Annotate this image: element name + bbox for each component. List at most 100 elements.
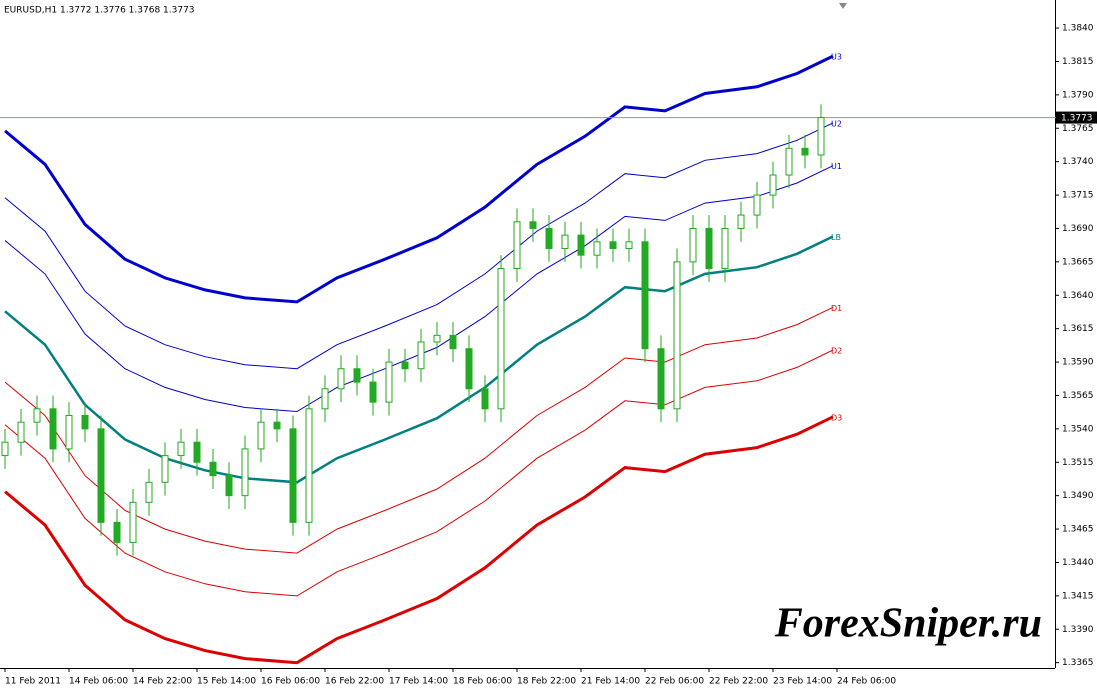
candle-body [65, 414, 73, 450]
y-tick-label: 1.3565 [1062, 391, 1094, 401]
x-tick-label: 14 Feb 06:00 [69, 677, 128, 687]
y-tick-label: 1.3440 [1062, 558, 1094, 568]
candle-body [593, 241, 601, 256]
candle-body [289, 428, 297, 523]
candle-body [721, 227, 729, 270]
y-tick-label: 1.3840 [1062, 24, 1094, 34]
candle-body [161, 455, 169, 483]
candle-body [241, 448, 249, 497]
y-tick-label: 1.3590 [1062, 358, 1094, 368]
y-tick-label: 1.3765 [1062, 124, 1094, 134]
candle-body [417, 341, 425, 370]
y-tick-label: 1.3615 [1062, 324, 1094, 334]
candle-body [769, 174, 777, 196]
candle-body [177, 441, 185, 457]
band-label: U3 [831, 53, 842, 62]
x-tick-label: 24 Feb 06:00 [837, 677, 896, 687]
candle-body [17, 421, 25, 443]
band-label: LB [831, 233, 841, 242]
x-tick-label: 22 Feb 22:00 [709, 677, 768, 687]
candle-body [673, 261, 681, 410]
band-line [4, 235, 834, 484]
candle-body [545, 227, 553, 249]
x-tick-label: 21 Feb 14:00 [581, 677, 640, 687]
candle-body [657, 348, 665, 410]
candle-body [273, 421, 281, 430]
band-label: D3 [831, 413, 842, 422]
candle-body [465, 348, 473, 390]
candle-body [785, 147, 793, 176]
band-line [4, 349, 834, 597]
candle-body [49, 408, 57, 450]
band-line [4, 122, 834, 370]
candle-body [257, 421, 265, 450]
candle-body [209, 461, 217, 477]
candle-body [449, 334, 457, 350]
y-tick-label: 1.3490 [1062, 491, 1094, 501]
y-tick-label: 1.3690 [1062, 224, 1094, 234]
price-label: 1.3773 [1061, 114, 1093, 124]
band-label: D1 [831, 304, 842, 313]
candle-body [337, 368, 345, 390]
candle-body [705, 227, 713, 270]
candle-body [97, 428, 105, 523]
band-line [4, 54, 834, 304]
y-tick-label: 1.3665 [1062, 257, 1094, 267]
candle-body [689, 227, 697, 263]
y-tick-label: 1.3740 [1062, 157, 1094, 167]
band-label: U2 [831, 119, 842, 128]
x-tick-label: 18 Feb 06:00 [453, 677, 512, 687]
candle-body [433, 334, 441, 343]
candle-body [497, 268, 505, 410]
x-tick-label: 16 Feb 06:00 [261, 677, 320, 687]
candle-body [625, 241, 633, 249]
candle-body [561, 234, 569, 249]
candle-body [193, 441, 201, 463]
candle-body [129, 501, 137, 543]
x-tick-label: 23 Feb 14:00 [773, 677, 832, 687]
price-label-box [1056, 111, 1097, 124]
candle-body [33, 408, 41, 423]
band-line [4, 415, 834, 665]
candle-body [305, 408, 313, 523]
candle-body [481, 388, 489, 410]
band-line [4, 165, 834, 413]
y-tick-label: 1.3815 [1062, 57, 1094, 67]
candle-body [737, 214, 745, 229]
candle-body [641, 241, 649, 350]
x-tick-label: 18 Feb 22:00 [517, 677, 576, 687]
y-tick-label: 1.3715 [1062, 191, 1094, 201]
x-tick-label: 22 Feb 06:00 [645, 677, 704, 687]
y-tick-label: 1.3515 [1062, 458, 1094, 468]
x-tick-label: 11 Feb 2011 [5, 677, 61, 687]
candle-body [513, 221, 521, 270]
candle-body [145, 481, 153, 503]
candle-body [113, 521, 121, 543]
candle-body [369, 381, 377, 403]
candle-body [801, 147, 809, 156]
candle-body [385, 361, 393, 403]
y-tick-label: 1.3790 [1062, 90, 1094, 100]
candle-body [81, 414, 89, 430]
y-tick-label: 1.3540 [1062, 424, 1094, 434]
y-tick-label: 1.3415 [1062, 591, 1094, 601]
candle-body [609, 241, 617, 249]
band-label: U1 [831, 162, 842, 171]
band-label: D2 [831, 347, 842, 356]
y-tick-label: 1.3390 [1062, 625, 1094, 635]
candle-body [1, 441, 9, 457]
candle-body [817, 117, 825, 156]
candle-body [529, 221, 537, 229]
x-tick-label: 16 Feb 22:00 [325, 677, 384, 687]
y-tick-label: 1.3365 [1062, 658, 1094, 668]
candle-body [401, 361, 409, 370]
x-tick-label: 17 Feb 14:00 [389, 677, 448, 687]
candle-body [577, 234, 585, 256]
y-tick-label: 1.3465 [1062, 525, 1094, 535]
candle-body [321, 388, 329, 410]
x-tick-label: 15 Feb 14:00 [197, 677, 256, 687]
candle-body [753, 194, 761, 216]
x-tick-label: 14 Feb 22:00 [133, 677, 192, 687]
